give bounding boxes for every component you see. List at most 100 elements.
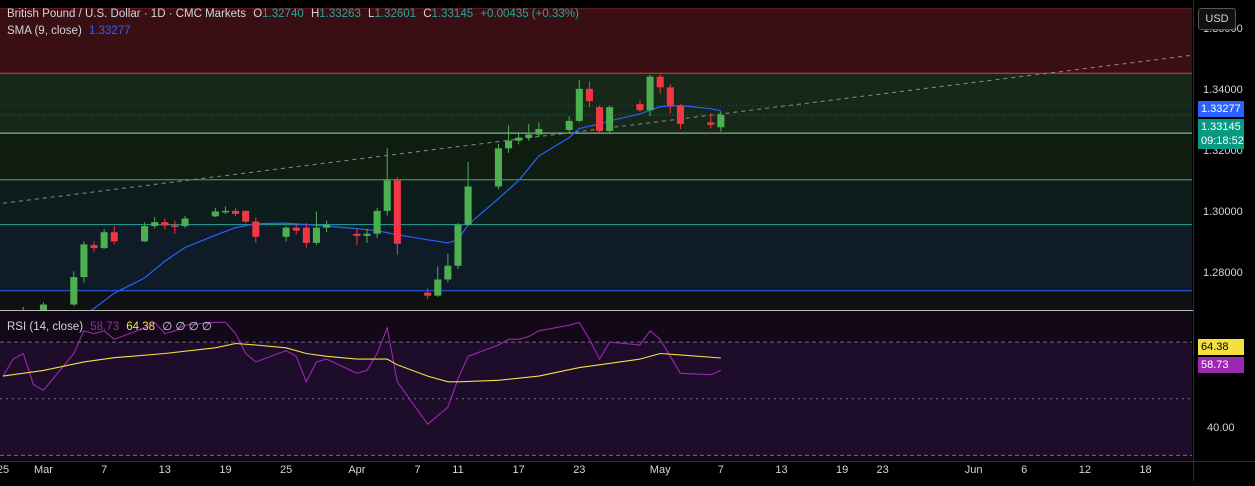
last-price-tag: 1.33145 <box>1198 119 1244 135</box>
time-tick-label-13: 13 <box>775 464 787 476</box>
candle-body-49 <box>707 122 715 125</box>
level-zone-2 <box>0 133 1192 180</box>
rsi-line <box>2 321 722 426</box>
time-tick-label-2: 7 <box>101 464 107 476</box>
candle-body-28 <box>393 180 401 244</box>
candle-body-32 <box>454 224 462 266</box>
candle-body-47 <box>666 87 674 106</box>
rsi-label: RSI (14, close) <box>7 321 84 333</box>
candle-body-10 <box>151 222 159 227</box>
candles-group <box>22 74 725 310</box>
candle-body-21 <box>302 227 310 243</box>
rsi-legend[interactable]: RSI (14, close) 58.73 64.38 ∅ ∅ ∅ ∅ <box>7 319 216 333</box>
time-tick-label-18: 12 <box>1079 464 1091 476</box>
low-value: 1.32601 <box>374 8 417 20</box>
candle-body-37 <box>525 134 533 138</box>
candle-body-6 <box>90 245 98 249</box>
candle-body-3 <box>39 304 48 310</box>
candle-body-7 <box>100 232 108 249</box>
time-tick-label-1: Mar <box>34 464 53 476</box>
rsi-ma-value: 64.38 <box>126 321 156 333</box>
price-axis <box>1193 0 1255 481</box>
time-tick-label-7: 7 <box>414 464 420 476</box>
level-zone-3 <box>0 179 1192 225</box>
close-label: C <box>423 8 432 20</box>
sma-legend[interactable]: SMA (9, close) 1.33277 <box>7 25 135 37</box>
price-tick-label-4: 1.28000 <box>1203 267 1243 279</box>
change-value: +0.00435 (+0.33%) <box>480 8 579 20</box>
candle-body-31 <box>444 265 452 280</box>
currency-button[interactable]: USD <box>1198 8 1236 30</box>
time-tick-label-5: 25 <box>280 464 292 476</box>
candle-body-12 <box>171 225 179 228</box>
candle-body-19 <box>282 227 290 237</box>
high-label: H <box>310 8 320 20</box>
rsi-group <box>2 321 722 426</box>
candle-body-20 <box>292 227 300 231</box>
candle-body-45 <box>646 76 654 111</box>
candle-body-43 <box>606 107 614 131</box>
candle-body-22 <box>312 227 320 243</box>
high-value: 1.33263 <box>319 8 361 20</box>
price-tick-label-3: 1.30000 <box>1203 206 1243 218</box>
time-tick-label-9: 17 <box>513 464 525 476</box>
candle-body-48 <box>676 105 684 124</box>
price-tick-label-1: 1.34000 <box>1203 84 1243 96</box>
symbol-title[interactable]: British Pound / U.S. Dollar · 1D · CMC M… <box>7 8 247 20</box>
candle-body-29 <box>424 292 432 296</box>
candle-body-50 <box>717 114 725 128</box>
candle-body-5 <box>80 244 88 278</box>
candle-body-23 <box>323 224 331 228</box>
sma-price-tag: 1.33277 <box>1198 101 1244 117</box>
open-label: O <box>253 8 263 20</box>
candle-body-39 <box>565 120 573 131</box>
candle-body-36 <box>515 137 523 141</box>
candle-body-17 <box>242 210 250 222</box>
time-tick-label-8: 11 <box>452 464 463 476</box>
candle-body-38 <box>535 129 543 135</box>
low-label: L <box>368 8 375 20</box>
time-tick-label-6: Apr <box>348 464 365 476</box>
time-tick-label-3: 13 <box>159 464 171 476</box>
candle-body-35 <box>505 140 513 149</box>
candle-body-27 <box>383 180 391 211</box>
candle-body-46 <box>656 76 664 88</box>
rsi-ma-tag: 64.38 <box>1198 339 1244 355</box>
candle-body-34 <box>494 148 502 187</box>
level-zone-5 <box>0 290 1192 310</box>
rsi-tag: 58.73 <box>1198 357 1244 373</box>
sma-label: SMA (9, close) <box>7 25 82 37</box>
time-tick-label-10: 23 <box>573 464 585 476</box>
time-tick-label-12: 7 <box>718 464 724 476</box>
time-tick-label-14: 19 <box>836 464 848 476</box>
candle-body-25 <box>363 233 371 236</box>
candle-body-41 <box>585 88 593 102</box>
candle-body-40 <box>575 88 583 121</box>
candle-body-16 <box>232 210 240 214</box>
time-tick-label-19: 18 <box>1139 464 1151 476</box>
time-tick-label-0: 25 <box>0 464 9 476</box>
candle-body-9 <box>141 226 149 242</box>
time-tick-label-16: Jun <box>965 464 983 476</box>
rsi-extra-values: ∅ ∅ ∅ ∅ <box>162 321 212 333</box>
rsi-value: 58.73 <box>90 321 120 333</box>
time-tick-label-11: May <box>650 464 671 476</box>
level-zone-4 <box>0 224 1192 291</box>
rsi-ma-line <box>2 342 721 383</box>
close-value: 1.33145 <box>431 8 474 20</box>
rsi-tick-label-0: 40.00 <box>1207 422 1235 434</box>
sma-value: 1.33277 <box>88 25 131 37</box>
candle-body-26 <box>373 210 381 234</box>
candle-body-30 <box>434 279 442 296</box>
candle-body-42 <box>596 107 604 131</box>
candle-body-24 <box>353 233 361 236</box>
candle-body-33 <box>464 186 472 225</box>
open-value: 1.32740 <box>262 8 304 20</box>
candle-body-15 <box>221 210 229 213</box>
candle-body-13 <box>181 218 189 227</box>
time-tick-label-15: 23 <box>877 464 889 476</box>
candle-body-11 <box>161 222 169 226</box>
candle-body-14 <box>211 211 219 217</box>
